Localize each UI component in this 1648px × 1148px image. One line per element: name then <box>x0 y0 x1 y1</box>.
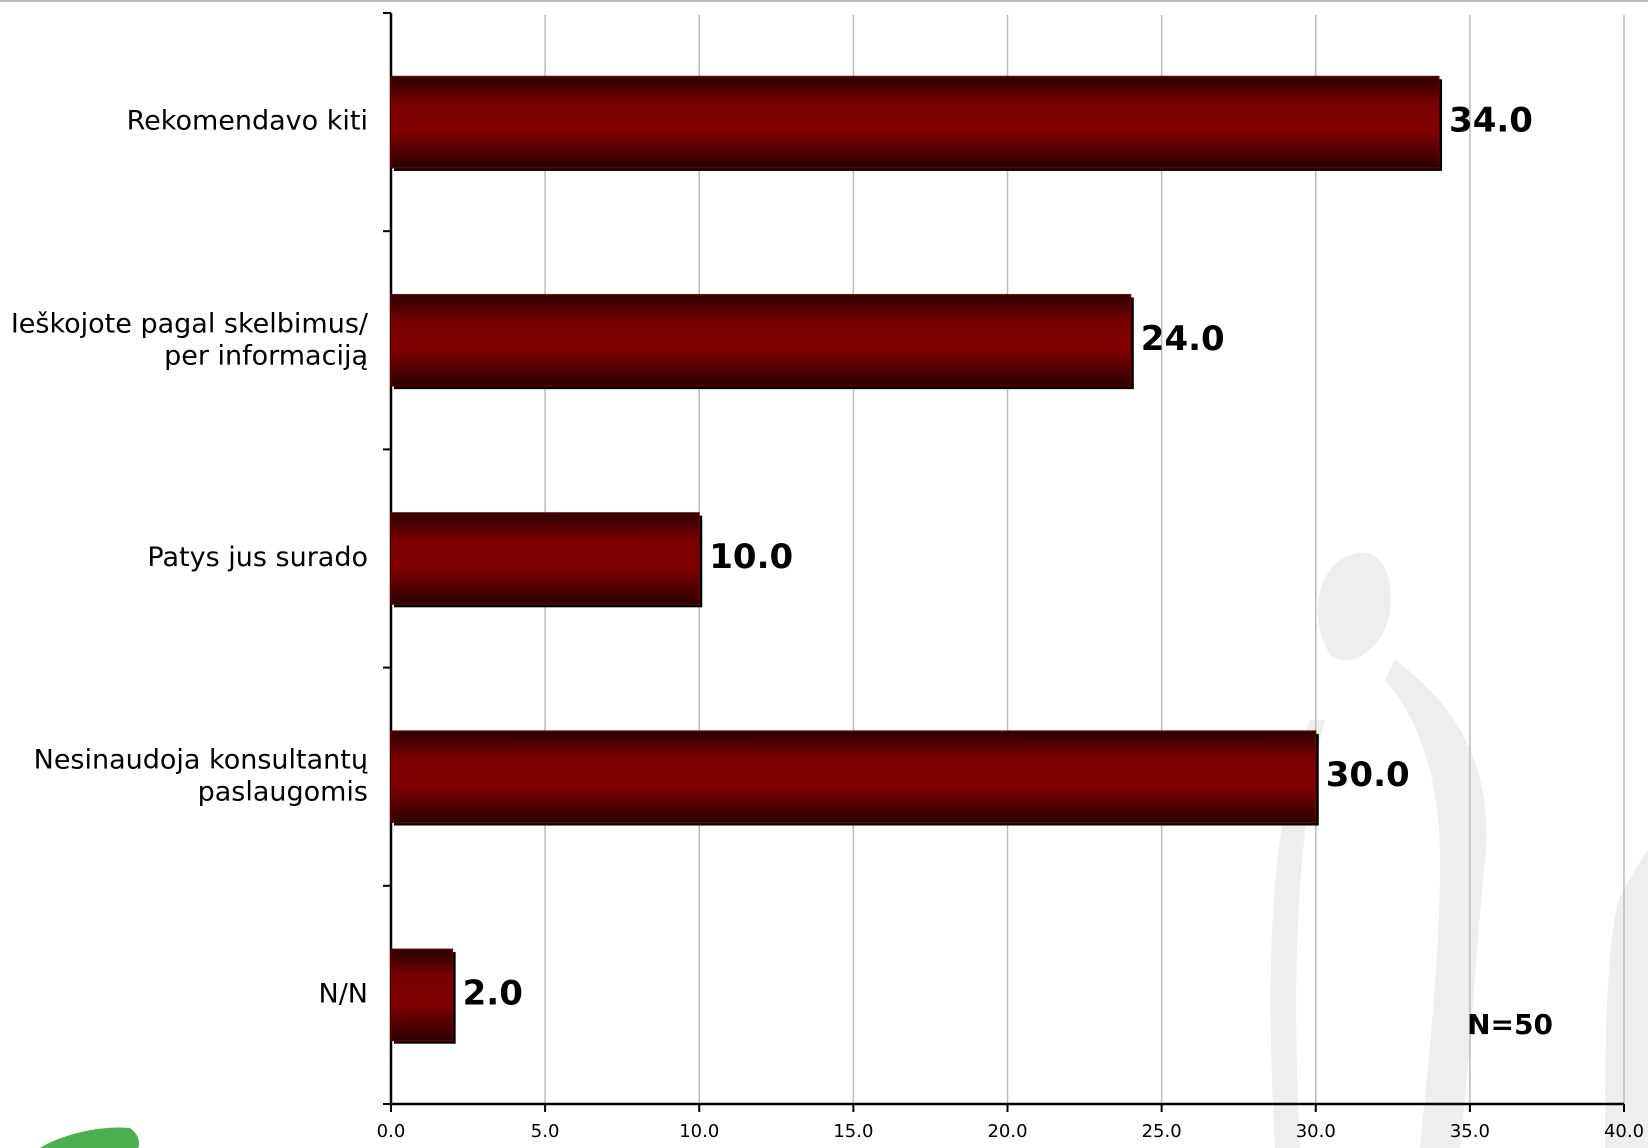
sample-size-note: N=50 <box>1467 1008 1553 1041</box>
y-tick-label: N/N <box>319 978 369 1009</box>
y-tick-label: Patys jus surado <box>147 542 368 573</box>
x-tick-label: 30.0 <box>1296 1121 1336 1142</box>
value-label: 30.0 <box>1326 755 1410 795</box>
x-tick-label: 0.0 <box>377 1121 406 1142</box>
value-label: 10.0 <box>709 537 793 577</box>
y-tick-label: Rekomendavo kiti <box>127 106 368 137</box>
x-tick-label: 20.0 <box>987 1121 1027 1142</box>
bar <box>390 512 700 605</box>
x-tick-label: 10.0 <box>679 1121 719 1142</box>
decor-logo <box>40 1127 140 1148</box>
x-tick-label: 35.0 <box>1450 1121 1490 1142</box>
bar <box>390 730 1317 824</box>
value-label: 24.0 <box>1141 319 1225 359</box>
value-label: 34.0 <box>1449 101 1533 141</box>
decor-figure-body <box>1385 660 1487 1148</box>
x-tick-label: 25.0 <box>1142 1121 1182 1142</box>
decor-figure-arm <box>1270 720 1325 1148</box>
bar <box>390 75 1440 169</box>
decor-figure-right <box>1605 850 1648 1148</box>
bar <box>390 948 454 1042</box>
x-tick-label: 5.0 <box>531 1121 560 1142</box>
y-tick-label: Ieškojote pagal skelbimus/per informacij… <box>11 308 369 371</box>
x-tick-label: 40.0 <box>1604 1121 1644 1142</box>
value-label: 2.0 <box>463 973 523 1013</box>
y-tick-label: Nesinaudoja konsultantų paslaugomis <box>34 744 368 807</box>
decor-figure-head <box>1317 552 1391 660</box>
bar <box>390 293 1132 387</box>
x-tick-label: 15.0 <box>833 1121 873 1142</box>
